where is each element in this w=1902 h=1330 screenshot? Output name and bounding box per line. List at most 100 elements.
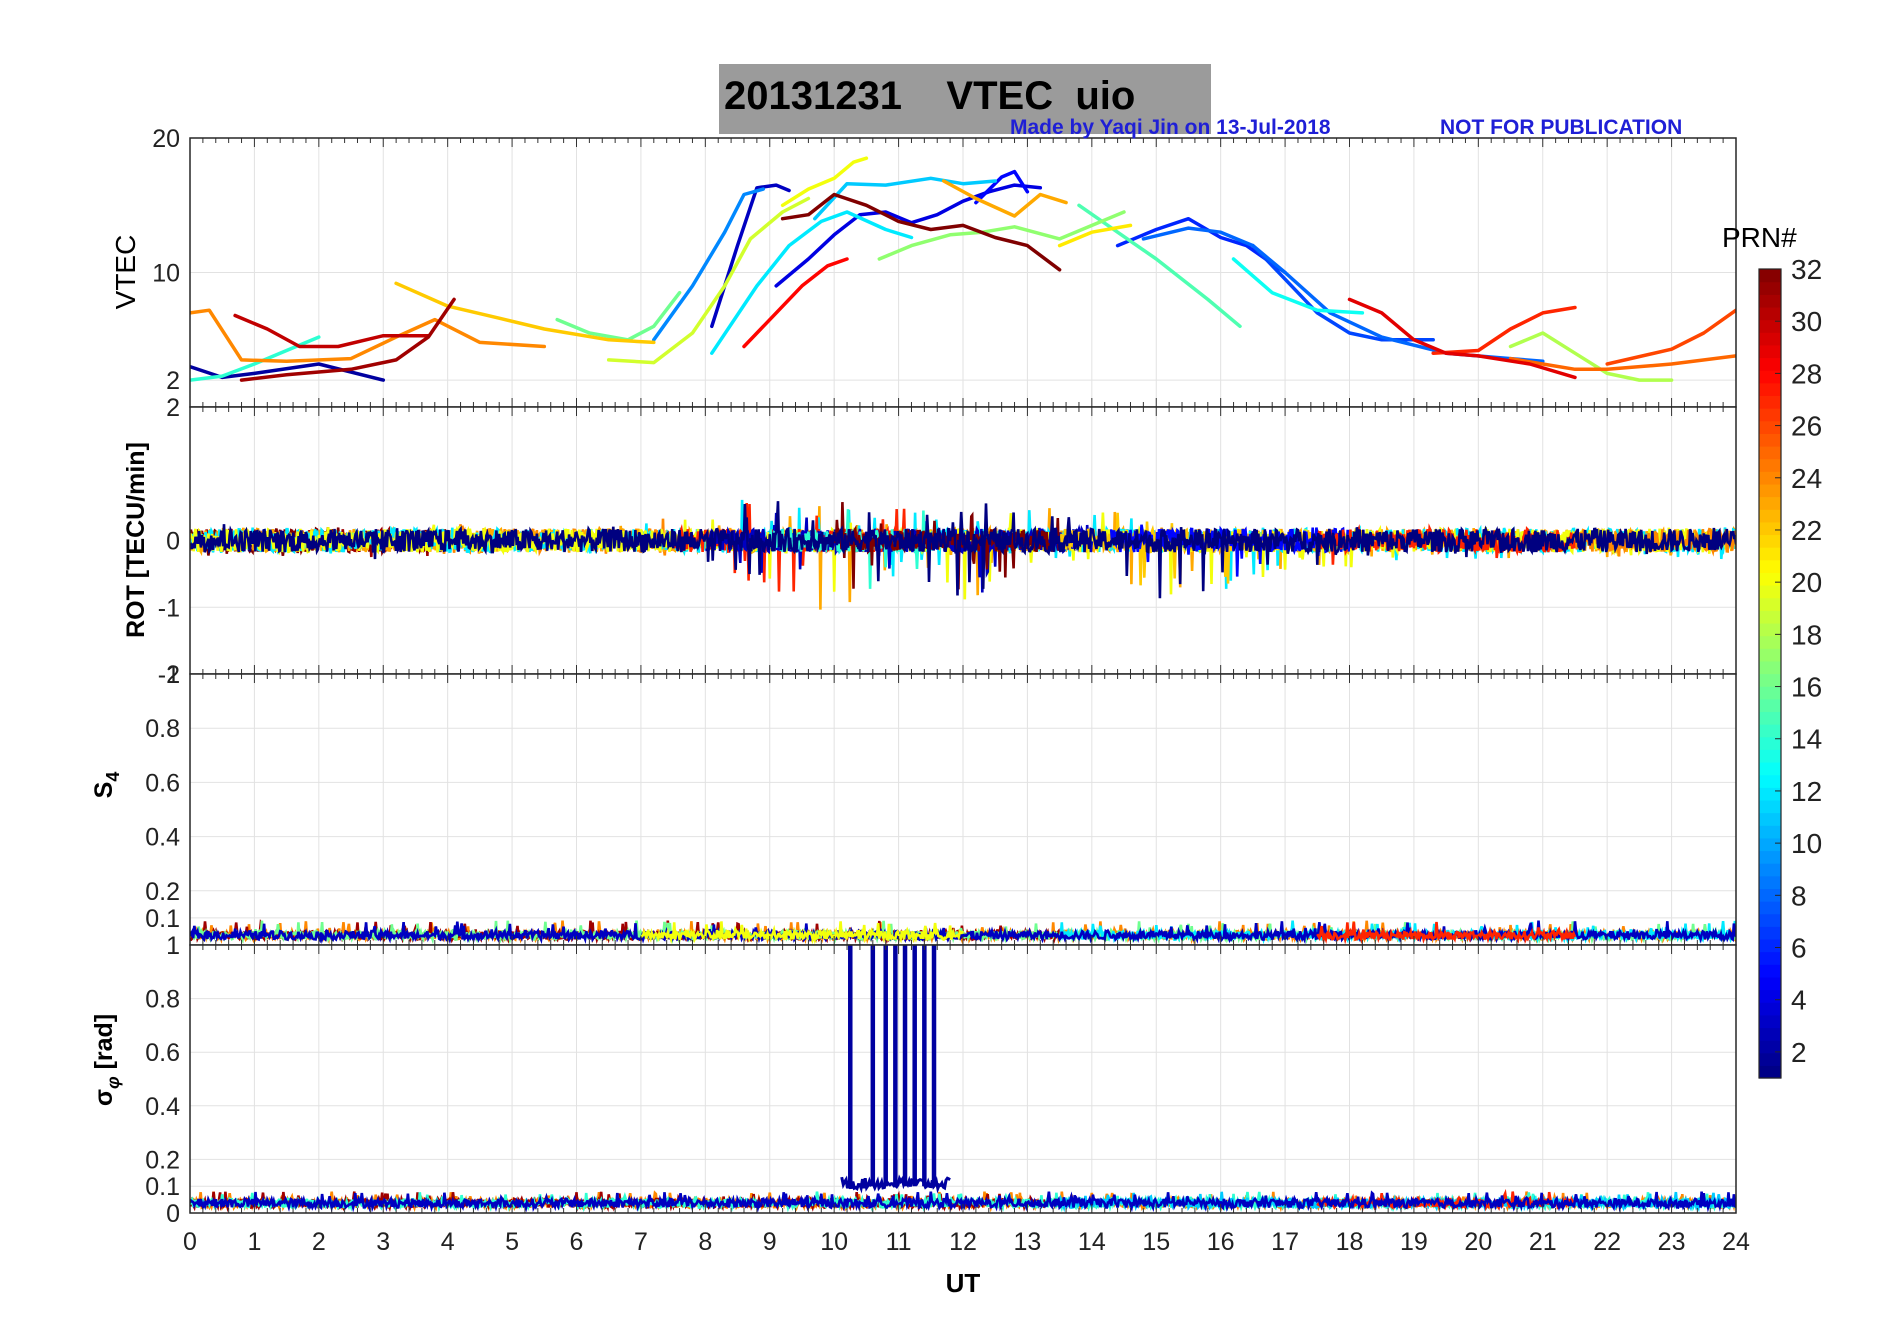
s4-axis-label: S4 xyxy=(90,772,123,799)
colorbar-step xyxy=(1759,1040,1781,1054)
x-tick-label: 6 xyxy=(570,1228,584,1256)
y-tick-label: 2 xyxy=(166,367,180,395)
vtec-series-prn-18 xyxy=(1508,331,1674,382)
y-tick-label: -1 xyxy=(158,594,180,622)
colorbar-step xyxy=(1759,761,1781,776)
x-tick-label: 9 xyxy=(763,1228,777,1256)
x-tick-label: 7 xyxy=(634,1228,648,1256)
colorbar-step xyxy=(1759,597,1781,611)
colorbar-frame xyxy=(1758,268,1782,1079)
colorbar-step xyxy=(1759,711,1781,725)
vtec-series-prn-19 xyxy=(606,196,811,365)
x-tick-label: 23 xyxy=(1658,1228,1686,1256)
y-tick-label: 0.2 xyxy=(145,1146,180,1174)
colorbar-step xyxy=(1759,534,1781,548)
vtec-series-prn-21 xyxy=(1057,223,1133,248)
title-box xyxy=(719,64,1211,134)
x-tick-label: 14 xyxy=(1078,1228,1106,1256)
x-tick-label: 17 xyxy=(1271,1228,1299,1256)
vtec-series-prn-5 xyxy=(974,169,1030,205)
colorbar-tick-label: 32 xyxy=(1791,254,1822,285)
colorbar-step xyxy=(1759,294,1781,308)
y-tick-label: 0.4 xyxy=(145,1093,180,1121)
colorbar-tick-label: 8 xyxy=(1791,880,1807,911)
vtec-series-prn-9 xyxy=(652,187,766,342)
colorbar-step xyxy=(1759,938,1781,953)
colorbar-step xyxy=(1759,736,1781,750)
colorbar-tick-label: 2 xyxy=(1791,1037,1807,1068)
colorbar-step xyxy=(1759,483,1781,498)
x-tick-label: 19 xyxy=(1400,1228,1428,1256)
colorbar-step xyxy=(1759,698,1781,713)
x-tick-label: 4 xyxy=(441,1228,455,1256)
colorbar-tick-label: 4 xyxy=(1791,985,1807,1016)
s4-series-prn-27 xyxy=(1316,921,1577,945)
colorbar-step xyxy=(1759,660,1781,675)
colorbar-step xyxy=(1759,420,1781,434)
colorbar-step xyxy=(1759,433,1781,447)
colorbar-step xyxy=(1759,875,1781,889)
sigma-phi-axis-label: σφ [rad] xyxy=(90,1014,123,1106)
colorbar-step xyxy=(1759,585,1781,599)
vtec-series-prn-31 xyxy=(239,297,456,382)
colorbar-tick-label: 20 xyxy=(1791,567,1822,598)
y-tick-label: 0.8 xyxy=(145,715,180,743)
colorbar-step xyxy=(1759,458,1781,472)
colorbar-tick-label: 22 xyxy=(1791,515,1822,546)
colorbar-step xyxy=(1759,408,1781,422)
vtec-series-prn-28 xyxy=(742,257,849,349)
y-tick-label: 0 xyxy=(166,528,180,556)
x-tick-label: 12 xyxy=(949,1228,977,1256)
panel-frame-sigma xyxy=(189,944,1737,1214)
colorbar-step xyxy=(1759,622,1781,637)
x-tick-label: 21 xyxy=(1529,1228,1557,1256)
colorbar-tick-label: 26 xyxy=(1791,411,1822,442)
x-tick-label: 0 xyxy=(183,1228,197,1256)
colorbar-step xyxy=(1759,471,1781,485)
s4-series-prn-20 xyxy=(640,921,965,945)
colorbar-step xyxy=(1759,572,1781,586)
x-tick-label: 13 xyxy=(1014,1228,1042,1256)
vtec-series-prn-29 xyxy=(1347,297,1577,380)
x-tick-label: 5 xyxy=(505,1228,519,1256)
colorbar-tick-label: 14 xyxy=(1791,724,1822,755)
colorbar-step xyxy=(1759,863,1781,877)
colorbar-step xyxy=(1759,850,1781,864)
colorbar-step xyxy=(1759,344,1781,359)
x-tick-label: 1 xyxy=(247,1228,261,1256)
colorbar-step xyxy=(1759,610,1781,624)
x-tick-label: 18 xyxy=(1336,1228,1364,1256)
x-tick-label: 20 xyxy=(1464,1228,1492,1256)
colorbar-step xyxy=(1759,825,1781,839)
colorbar-tick-label: 24 xyxy=(1791,463,1822,494)
vtec-series-prn-4 xyxy=(774,183,1043,288)
colorbar-step xyxy=(1759,382,1781,397)
rot-series-prn-1 xyxy=(190,501,1736,599)
colorbar-step xyxy=(1759,559,1781,573)
colorbar-step xyxy=(1759,787,1781,801)
x-tick-label: 15 xyxy=(1142,1228,1170,1256)
colorbar-tick-label: 12 xyxy=(1791,776,1822,807)
colorbar-step xyxy=(1759,496,1781,510)
panel-rot: -2 -1 0 2 xyxy=(158,394,1737,689)
colorbar-step xyxy=(1759,1065,1781,1079)
colorbar-step xyxy=(1759,774,1781,788)
series-group-sigma xyxy=(190,945,1736,1213)
colorbar-step xyxy=(1759,332,1781,346)
colorbar-tick-label: 18 xyxy=(1791,619,1822,650)
colorbar-step xyxy=(1759,888,1781,902)
colorbar-step xyxy=(1759,989,1781,1003)
vtec-series-prn-15 xyxy=(1077,203,1242,329)
colorbar-title: PRN# xyxy=(1722,222,1797,253)
y-tick-label: 0.1 xyxy=(145,1173,180,1201)
vtec-series-prn-26 xyxy=(1605,308,1736,366)
y-tick-label: 0.8 xyxy=(145,986,180,1014)
rot-axis-label: ROT [TECU/min] xyxy=(122,442,150,638)
vtec-series-prn-22 xyxy=(394,281,656,345)
colorbar-step xyxy=(1759,395,1781,409)
colorbar-tick-label: 16 xyxy=(1791,672,1822,703)
vtec-series-prn-30 xyxy=(233,313,431,349)
x-axis: 0 1 2 3 4 5 6 7 8 9 10 11 12 13 14 15 16 17 18 19 20 21 22 23 24 xyxy=(183,1228,1750,1256)
x-tick-label: 2 xyxy=(312,1228,326,1256)
